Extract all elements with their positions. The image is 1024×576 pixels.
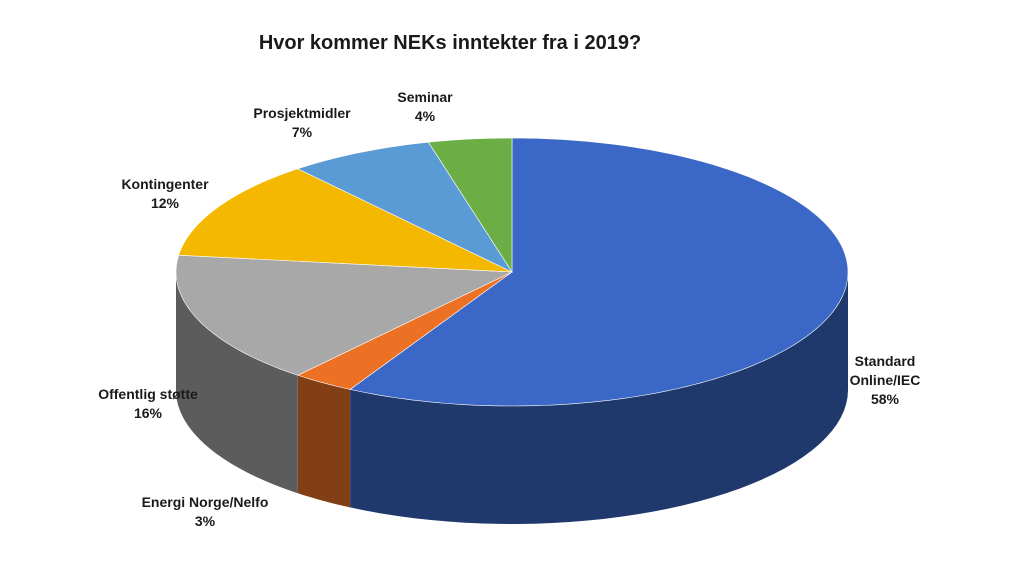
slice: [297, 271, 513, 390]
chart-title: Hvor kommer NEKs inntekter fra i 2019?: [258, 32, 642, 54]
category-label: Offentlig støtte: [98, 386, 198, 402]
value-label: 58%: [870, 391, 900, 407]
category-label: Prosjektmidler: [253, 105, 351, 121]
value-label: 16%: [133, 405, 163, 421]
slice-side: [297, 375, 351, 508]
slice-label: Prosjektmidler 7%: [222, 104, 382, 142]
category-label: Seminar: [397, 89, 453, 105]
category-label: Energi Norge/Nelfo: [141, 494, 269, 510]
slice-label: Seminar 4%: [365, 88, 485, 126]
slice: [175, 254, 513, 376]
slice: [297, 141, 513, 273]
category-label: Standard Online/IEC: [849, 353, 921, 388]
slice-side: [350, 272, 848, 524]
slice: [178, 168, 513, 273]
category-label: Kontingenter: [121, 176, 209, 192]
slice-label: Offentlig støtte 16%: [68, 385, 228, 423]
slice-label: Standard Online/IEC 58%: [840, 352, 930, 409]
value-label: 12%: [150, 195, 180, 211]
slice-label: Kontingenter 12%: [85, 175, 245, 213]
slice-label: Energi Norge/Nelfo 3%: [105, 493, 305, 531]
value-label: 3%: [194, 513, 216, 529]
value-label: 7%: [291, 124, 313, 140]
slice: [427, 137, 513, 274]
value-label: 4%: [414, 108, 436, 124]
slice-side: [176, 272, 298, 494]
slice: [349, 137, 849, 407]
